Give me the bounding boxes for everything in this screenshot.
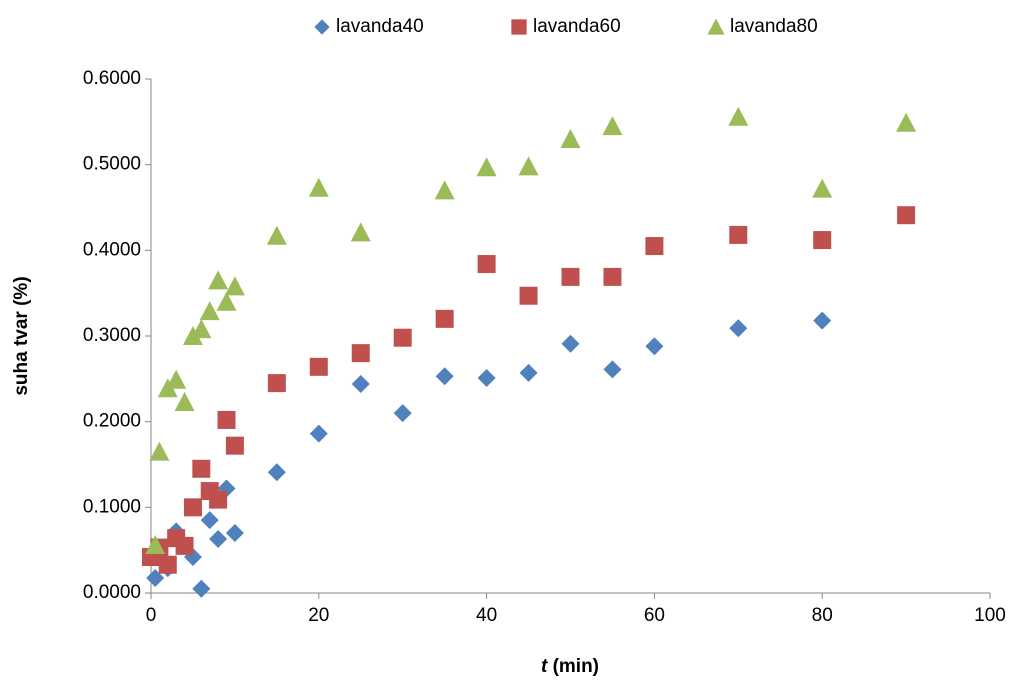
point [350,222,371,242]
point [476,157,497,177]
point [813,231,832,250]
point [149,441,170,461]
x-tick-label: 60 [644,605,665,626]
point [896,112,917,132]
point [192,459,211,478]
point [166,369,187,389]
point [174,391,195,411]
legend-label: lavanda60 [533,16,621,37]
point [199,301,220,321]
legend-marker [511,19,527,35]
point [145,535,166,555]
legend-marker [707,18,725,35]
point [224,276,245,296]
point [435,367,454,386]
point [225,436,244,455]
x-tick-label: 20 [308,605,329,626]
point [897,206,916,225]
point [158,555,177,574]
point [518,156,539,176]
x-axis-var: t [541,656,548,677]
point [217,410,236,429]
point [351,374,370,393]
point [309,357,328,376]
point [812,178,833,198]
legend-label: lavanda80 [730,16,818,37]
legend-label: lavanda40 [336,16,424,37]
y-tick-label: 0.1000 [83,496,141,517]
x-tick-label: 0 [146,605,157,626]
point [200,511,219,530]
x-tick-label: 100 [974,605,1006,626]
point [728,106,749,126]
point [393,404,412,423]
point [729,319,748,338]
point [561,267,580,286]
point [267,374,286,393]
point [561,334,580,353]
point [225,524,244,543]
point [266,225,287,245]
y-tick-label: 0.0000 [83,582,141,603]
point [351,344,370,363]
point [645,337,664,356]
point [519,286,538,305]
point [434,180,455,200]
legend-marker [314,19,330,35]
point [308,177,329,197]
point [603,360,622,379]
x-tick-label: 40 [476,605,497,626]
point [183,498,202,517]
point [603,267,622,286]
point [267,463,286,482]
point [208,270,229,290]
y-tick-label: 0.4000 [83,239,141,260]
y-tick-label: 0.2000 [83,411,141,432]
point [477,368,496,387]
point [813,311,832,330]
point [216,291,237,311]
point [435,309,454,328]
point [175,536,194,555]
y-tick-label: 0.3000 [83,325,141,346]
point [192,579,211,598]
y-tick-label: 0.5000 [83,154,141,175]
point [209,490,228,509]
point [191,319,212,339]
point [209,530,228,549]
point [519,363,538,382]
point [645,237,664,256]
y-tick-label: 0.6000 [83,68,141,89]
x-tick-label: 80 [812,605,833,626]
x-axis-unit: (min) [553,656,599,677]
point [602,116,623,136]
point [560,128,581,148]
point [729,225,748,244]
point [477,255,496,274]
y-axis-label: suha tvar (%) [11,276,32,395]
point [309,424,328,443]
point [393,328,412,347]
x-axis-label: t (min) [541,656,599,677]
